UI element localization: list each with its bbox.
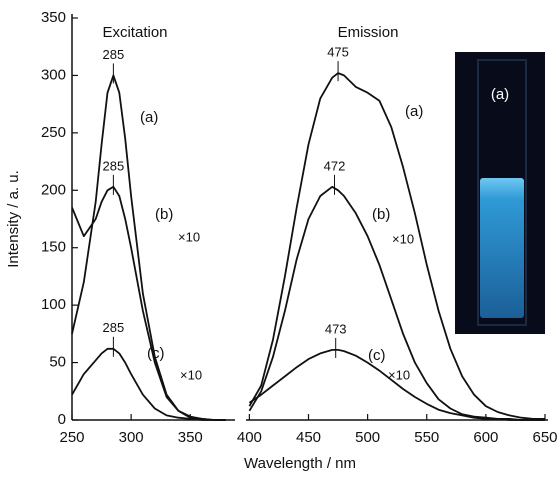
x-tick-label: 250 (59, 429, 84, 446)
y-tick-label: 250 (41, 124, 66, 141)
peak-label: 472 (324, 158, 346, 173)
y-tick-label: 100 (41, 296, 66, 313)
curve-label: (a) (140, 109, 158, 126)
curve-label: (a) (405, 103, 423, 120)
peak-label: 473 (325, 321, 347, 336)
y-tick-label: 50 (49, 354, 66, 371)
group-label: Excitation (102, 24, 167, 41)
spectrum-line (71, 185, 226, 421)
y-axis-label: Intensity / a. u. (5, 170, 22, 268)
x-tick-label: 600 (473, 429, 498, 446)
cuvette (477, 59, 527, 326)
scale-label: ×10 (180, 367, 202, 382)
y-tick-label: 200 (41, 181, 66, 198)
spectrum-line (71, 347, 226, 421)
y-tick-label: 0 (58, 411, 66, 428)
curve-label: (c) (147, 345, 165, 362)
curve-label: (c) (368, 347, 386, 364)
x-tick-label: 450 (296, 429, 321, 446)
y-tick-label: 150 (41, 239, 66, 256)
y-tick-label: 350 (41, 9, 66, 26)
x-tick-label: 350 (178, 429, 203, 446)
scale-label: ×10 (178, 229, 200, 244)
peak-label: 285 (103, 158, 125, 173)
x-tick-label: 300 (119, 429, 144, 446)
spectrum-line (71, 74, 226, 421)
inset-label: (a) (491, 86, 509, 103)
x-tick-label: 400 (237, 429, 262, 446)
x-tick-label: 550 (414, 429, 439, 446)
spectrum-line (248, 72, 545, 420)
scale-label: ×10 (388, 367, 410, 382)
curve-label: (b) (155, 206, 173, 223)
peak-label: 285 (103, 320, 125, 335)
x-axis-label: Wavelength / nm (244, 455, 356, 472)
peak-label: 475 (327, 45, 349, 60)
x-tick-label: 500 (355, 429, 380, 446)
y-tick-label: 300 (41, 66, 66, 83)
cuvette-glow (480, 178, 524, 318)
spectrum-line (248, 349, 545, 421)
group-label: Emission (338, 24, 399, 41)
scale-label: ×10 (392, 231, 414, 246)
curve-label: (b) (372, 206, 390, 223)
x-tick-label: 650 (532, 429, 557, 446)
peak-label: 285 (103, 47, 125, 62)
